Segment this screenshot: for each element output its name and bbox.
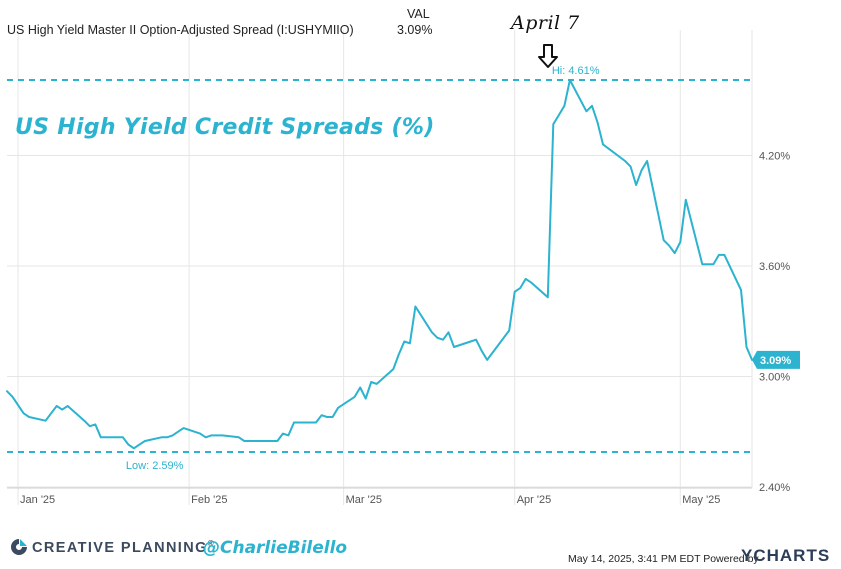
grid-lines [7,30,753,505]
x-tick-label: Mar '25 [346,494,382,506]
x-tick-label: Feb '25 [191,494,227,506]
last-value-label: 3.09% [760,355,791,367]
x-axis-ticks: Jan '25 Feb '25 Mar '25 Apr '25 May '25 [20,494,720,506]
annotation-date: April 7 [511,12,580,34]
brand-logo: CREATIVE PLANNING® [10,538,215,556]
y-tick-label: 4.20% [759,151,790,163]
y-tick-label: 3.60% [759,261,790,273]
author-handle: @CharlieBilello [203,538,348,558]
value-column-header: VAL [407,7,430,21]
timestamp-powered-by: May 14, 2025, 3:41 PM EDT Powered by [568,553,759,565]
x-tick-label: Jan '25 [20,494,55,506]
brand-name: CREATIVE PLANNING [32,540,208,556]
high-label: Hi: 4.61% [552,65,600,77]
reference-lines: Hi: 4.61% Low: 2.59% [7,65,752,472]
current-value: 3.09% [397,23,433,37]
x-tick-label: May '25 [682,494,720,506]
x-tick-label: Apr '25 [517,494,552,506]
brand-mark-icon [11,539,27,555]
series-name: US High Yield Master II Option-Adjusted … [7,23,354,37]
y-tick-label: 2.40% [759,482,790,494]
y-tick-label: 3.00% [759,372,790,384]
y-axis-ticks: 2.40% 3.00% 3.60% 4.20% [759,151,790,495]
low-label: Low: 2.59% [126,460,184,472]
series-line [6,79,753,450]
last-value-badge-bg [752,350,800,369]
chart-title: US High Yield Credit Spreads (%) [15,115,435,140]
brand-symbol: ® [207,539,216,549]
provider-logo: YCHARTS [741,546,831,565]
last-value-badge: 3.09% [752,350,800,369]
down-arrow-icon [538,44,558,68]
